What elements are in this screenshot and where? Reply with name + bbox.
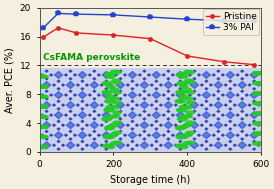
3% PAI [56,12,60,15]
Text: CsFAMA perovskite: CsFAMA perovskite [42,53,140,62]
3% PAI [222,19,226,22]
3% PAI [186,18,189,20]
Pristine [222,61,226,63]
Pristine [252,64,255,66]
Pristine [186,55,189,57]
Pristine [112,34,115,36]
Line: Pristine: Pristine [41,26,256,67]
Pristine [56,27,60,29]
Pristine [42,36,45,38]
3% PAI [42,27,45,29]
3% PAI [75,13,78,15]
3% PAI [112,14,115,16]
Pristine [149,38,152,40]
Y-axis label: Aver. PCE (%): Aver. PCE (%) [4,47,14,113]
Pristine [75,32,78,34]
3% PAI [252,20,255,22]
Line: 3% PAI: 3% PAI [41,11,256,31]
Legend: Pristine, 3% PAI: Pristine, 3% PAI [203,9,259,35]
X-axis label: Storage time (h): Storage time (h) [110,175,190,185]
3% PAI [149,16,152,18]
